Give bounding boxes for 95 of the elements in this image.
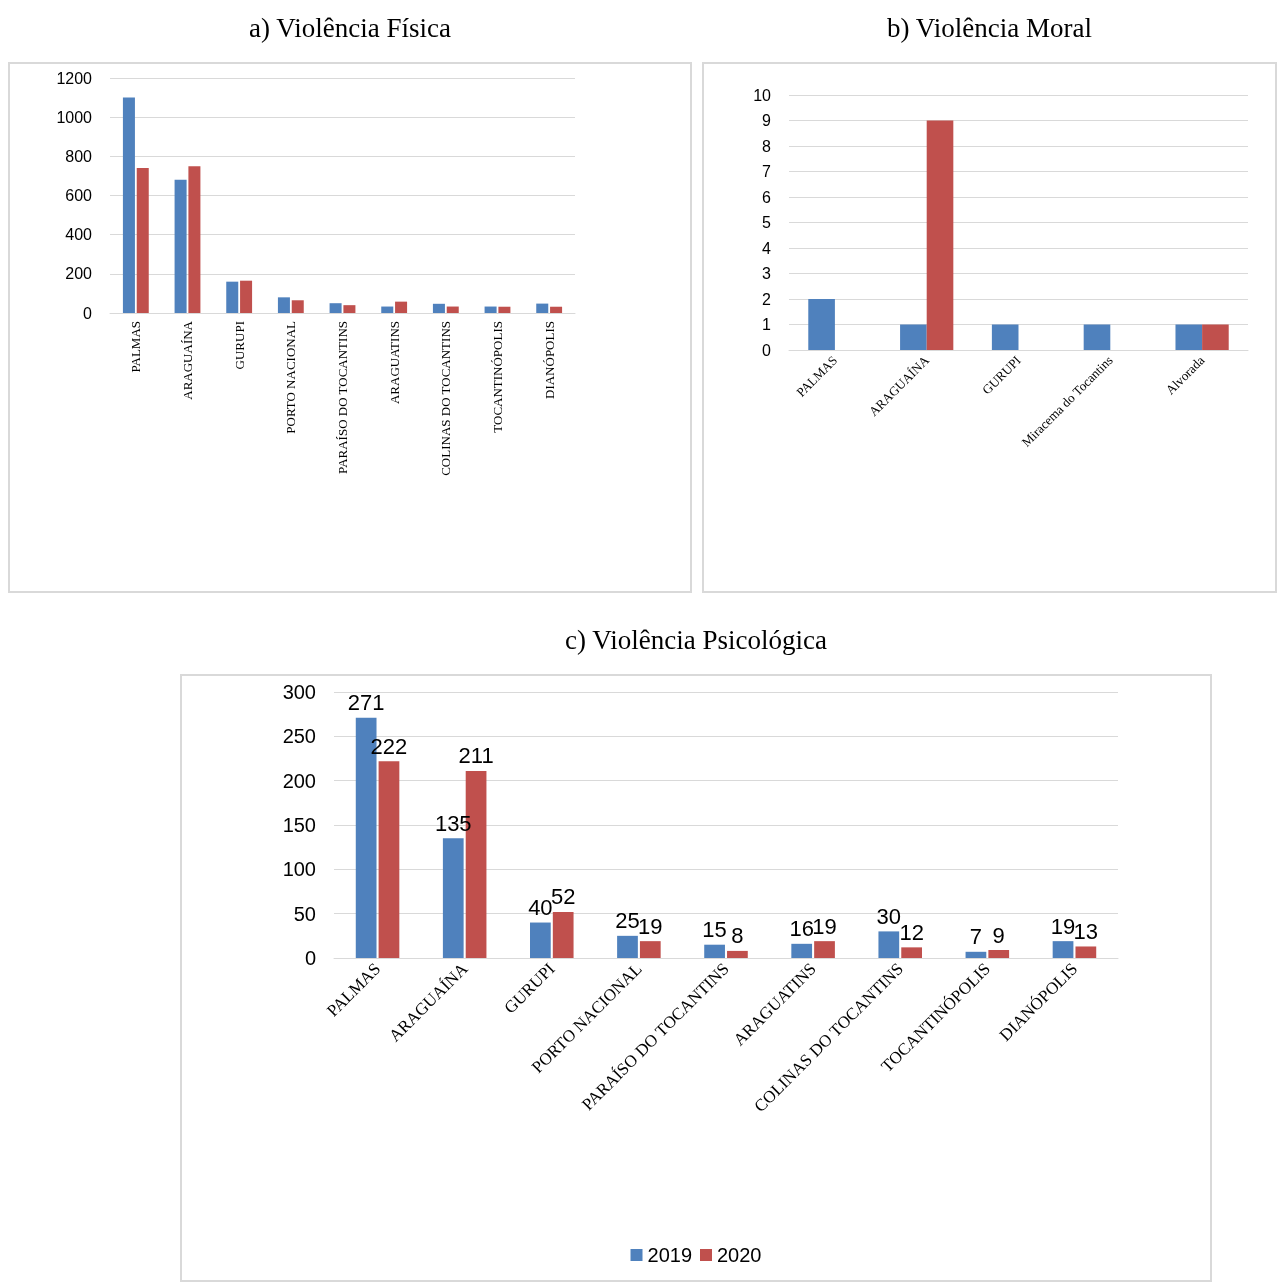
- bar: [226, 281, 239, 313]
- data-label: 7: [969, 924, 983, 950]
- legend-label: 2019: [647, 1244, 693, 1266]
- y-tick-label: 5: [762, 214, 772, 231]
- data-label: 13: [1073, 918, 1099, 944]
- bar: [1083, 324, 1111, 350]
- y-tick-label: 150: [282, 814, 316, 836]
- bar: [808, 299, 835, 350]
- bar: [378, 761, 400, 958]
- y-tick-label: 1: [762, 316, 772, 333]
- data-label: 19: [638, 913, 663, 939]
- x-tick-label: DIANÓPOLIS: [541, 321, 557, 399]
- chart-title: c) Violência Psicológica: [564, 624, 828, 657]
- bar: [1175, 324, 1203, 350]
- data-label: 30: [876, 903, 902, 929]
- data-label: 16: [789, 916, 814, 942]
- bar: [988, 950, 1010, 958]
- bar: [901, 947, 922, 958]
- x-tick-label: COLINAS DO TOCANTINS: [438, 321, 454, 476]
- bar: [965, 951, 987, 958]
- x-tick-label: ARAGUAÍNA: [180, 320, 195, 400]
- bar: [174, 179, 187, 313]
- bar: [900, 324, 927, 350]
- y-tick-label: 1000: [56, 108, 93, 126]
- x-tick-label: TOCANTINÓPOLIS: [490, 321, 505, 433]
- y-tick-label: 200: [282, 769, 316, 792]
- bar: [395, 301, 408, 313]
- y-tick-label: 800: [65, 147, 93, 165]
- y-tick-label: 300: [282, 681, 316, 703]
- x-tick-label: GURUPI: [231, 321, 247, 370]
- x-tick-label: PALMAS: [128, 321, 144, 373]
- bar: [639, 941, 661, 958]
- bar: [442, 838, 464, 958]
- bar: [291, 300, 304, 313]
- legend-label: 2020: [717, 1244, 762, 1266]
- chart-title: a) Violência Física: [248, 12, 452, 45]
- bar: [1075, 946, 1097, 958]
- y-tick-label: 1200: [56, 69, 93, 87]
- x-tick-label: PORTO NACIONAL: [283, 320, 299, 434]
- data-label: 40: [528, 895, 553, 921]
- bar: [381, 306, 394, 313]
- data-label: 19: [1050, 913, 1076, 939]
- data-label: 19: [812, 913, 837, 939]
- data-label: 8: [731, 923, 744, 949]
- bar: [1052, 941, 1074, 958]
- bar: [926, 120, 954, 350]
- bar: [343, 305, 356, 313]
- y-tick-label: 100: [282, 858, 316, 881]
- data-label: 211: [458, 743, 494, 769]
- y-tick-label: 250: [282, 725, 316, 748]
- bar: [991, 324, 1019, 350]
- bar: [791, 943, 813, 958]
- x-tick-label: ARAGUATINS: [386, 321, 402, 405]
- data-label: 271: [347, 690, 385, 716]
- bar: [136, 168, 149, 313]
- bar: [446, 306, 459, 313]
- bar: [484, 306, 497, 313]
- y-tick-label: 8: [762, 137, 772, 155]
- data-label: 9: [992, 922, 1005, 948]
- y-tick-label: 9: [762, 112, 772, 129]
- y-tick-label: 7: [762, 163, 772, 180]
- chart-title: b) Violência Moral: [886, 12, 1093, 45]
- bar: [122, 97, 135, 313]
- bar: [727, 950, 748, 958]
- bar: [188, 166, 201, 313]
- y-tick-label: 4: [762, 239, 772, 257]
- data-label: 25: [615, 908, 640, 934]
- y-tick-label: 50: [293, 902, 316, 925]
- y-tick-label: 10: [753, 86, 772, 104]
- y-tick-label: 3: [762, 265, 772, 282]
- y-tick-label: 400: [65, 226, 93, 244]
- bar: [704, 944, 725, 958]
- bar: [878, 931, 900, 958]
- bar: [329, 303, 342, 313]
- y-tick-label: 0: [762, 341, 772, 359]
- y-tick-label: 0: [304, 947, 316, 969]
- bar: [530, 922, 551, 958]
- y-tick-label: 600: [65, 187, 93, 204]
- bar: [550, 306, 563, 313]
- bar: [617, 935, 638, 958]
- bar: [498, 306, 511, 313]
- data-label: 12: [899, 919, 924, 945]
- bar: [432, 303, 445, 313]
- y-tick-label: 6: [762, 188, 772, 206]
- y-tick-label: 200: [65, 265, 93, 283]
- bar: [552, 911, 574, 958]
- y-tick-label: 2: [762, 290, 772, 308]
- bar: [277, 297, 290, 313]
- bar: [536, 303, 549, 313]
- data-label: 15: [702, 917, 727, 943]
- bar: [814, 941, 835, 958]
- x-tick-label: PARAÍSO DO TOCANTINS: [335, 321, 350, 474]
- bar: [240, 280, 253, 313]
- y-tick-label: 0: [83, 304, 93, 322]
- bar: [1202, 324, 1229, 350]
